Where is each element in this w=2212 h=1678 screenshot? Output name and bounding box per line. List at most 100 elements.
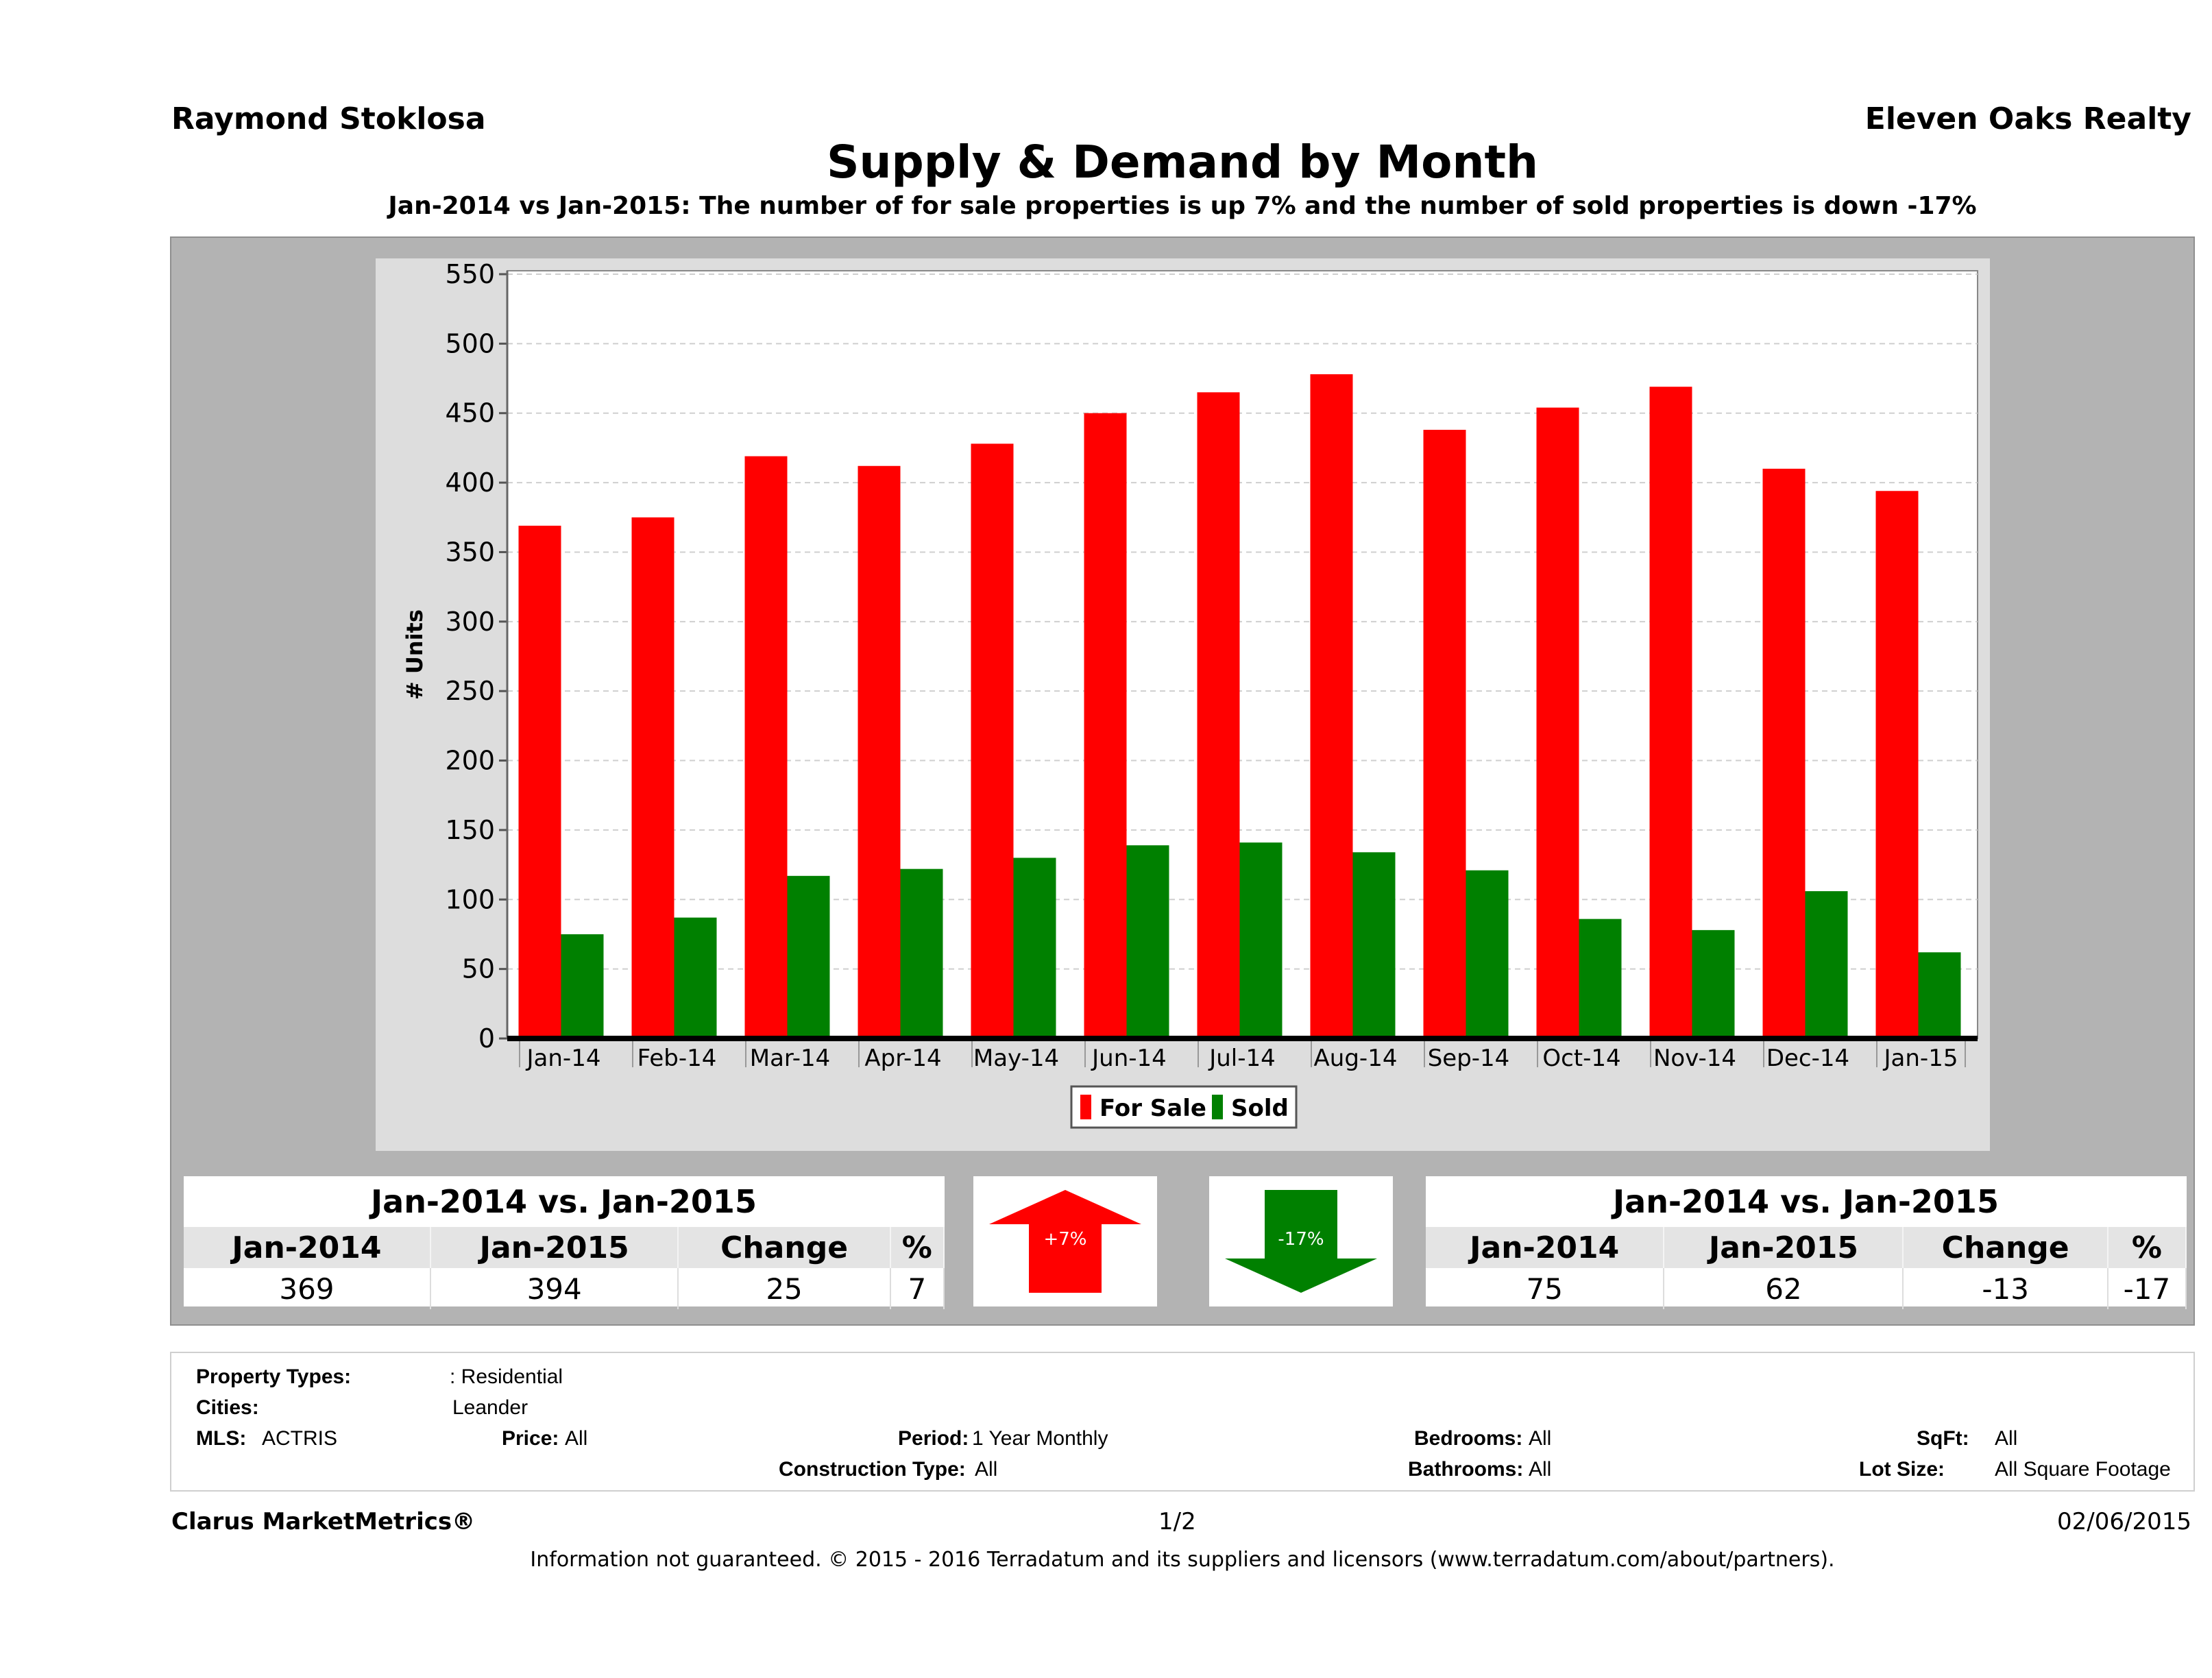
y-tick-label: 450 <box>445 398 495 428</box>
footer-brand: Clarus MarketMetrics® <box>171 1508 476 1535</box>
y-tick-label: 300 <box>445 607 495 637</box>
bar-for-sale-aug-14 <box>1310 374 1353 1038</box>
property-types-value: : Residential <box>450 1365 563 1388</box>
price-label: Price: <box>502 1427 559 1450</box>
y-tick-label: 550 <box>445 259 495 289</box>
bar-for-sale-nov-14 <box>1649 387 1692 1038</box>
y-tick-label: 500 <box>445 328 495 358</box>
sold-table-title: Jan-2014 vs. Jan-2015 <box>1613 1183 1999 1220</box>
x-tick-label: Jan-15 <box>1883 1045 1958 1072</box>
x-tick-label: Dec-14 <box>1766 1045 1849 1072</box>
sold-header-jan2014: Jan-2014 <box>1426 1227 1665 1268</box>
sold-comparison-table: Jan-2014 vs. Jan-2015 Jan-2014 Jan-2015 … <box>1426 1176 2187 1309</box>
sqft-label: SqFt: <box>1917 1427 1969 1450</box>
bar-for-sale-apr-14 <box>858 465 901 1038</box>
sold-header-change: Change <box>1903 1227 2108 1268</box>
y-tick-label: 50 <box>462 954 495 984</box>
for-sale-header-jan2014: Jan-2014 <box>184 1227 431 1268</box>
y-tick-label: 350 <box>445 537 495 567</box>
x-tick-label: Apr-14 <box>864 1045 941 1072</box>
mls-label: MLS: <box>196 1427 247 1450</box>
bar-for-sale-dec-14 <box>1762 468 1806 1038</box>
bar-for-sale-jun-14 <box>1084 413 1127 1038</box>
cities-value: Leander <box>452 1396 528 1419</box>
bar-for-sale-sep-14 <box>1423 430 1466 1038</box>
bar-sold-mar-14 <box>787 875 830 1038</box>
y-tick-label: 400 <box>445 467 495 498</box>
bar-sold-nov-14 <box>1692 929 1735 1038</box>
for-sale-header-jan2015: Jan-2015 <box>430 1227 679 1268</box>
for-sale-change-indicator: +7% <box>973 1176 1157 1306</box>
period-label: Period: <box>898 1427 969 1450</box>
report-subtitle: Jan-2014 vs Jan-2015: The number of for … <box>388 192 1977 220</box>
price-value: All <box>565 1427 588 1450</box>
sold-value-percent: -17 <box>2107 1268 2187 1309</box>
bar-sold-oct-14 <box>1579 919 1622 1038</box>
report-date: 02/06/2015 <box>2057 1508 2191 1535</box>
construction-type-label: Construction Type: <box>779 1458 966 1481</box>
for-sale-header-percent: % <box>890 1227 945 1268</box>
bar-for-sale-oct-14 <box>1536 407 1579 1038</box>
x-tick-label: Jul-14 <box>1208 1045 1276 1072</box>
page-number: 1/2 <box>1158 1508 1196 1535</box>
bar-sold-feb-14 <box>674 917 717 1038</box>
mls-value: ACTRIS <box>262 1427 338 1450</box>
y-tick-label: 250 <box>445 676 495 706</box>
lot-size-label: Lot Size: <box>1859 1458 1945 1481</box>
legend-swatch-for-sale <box>1080 1095 1091 1119</box>
x-tick-label: Oct-14 <box>1542 1045 1620 1072</box>
bar-sold-dec-14 <box>1805 891 1848 1038</box>
for-sale-header-change: Change <box>678 1227 891 1268</box>
disclaimer: Information not guaranteed. © 2015 - 201… <box>530 1548 1835 1572</box>
sold-header-jan2015: Jan-2015 <box>1664 1227 1904 1268</box>
chart-legend: For Sale Sold <box>1070 1085 1298 1129</box>
x-tick-label: Mar-14 <box>750 1045 831 1072</box>
company-name: Eleven Oaks Realty <box>1864 101 2191 136</box>
bar-sold-aug-14 <box>1352 852 1396 1038</box>
sqft-value: All <box>1995 1427 2018 1450</box>
bedrooms-value: All <box>1529 1427 1552 1450</box>
filter-criteria-panel: Property Types: : Residential Cities: Le… <box>170 1352 2195 1492</box>
legend-label-sold: Sold <box>1231 1095 1289 1122</box>
sold-value-jan2014: 75 <box>1426 1268 1665 1309</box>
lot-size-value: All Square Footage <box>1995 1458 2171 1481</box>
legend-swatch-sold <box>1212 1095 1223 1119</box>
x-tick-label: Sep-14 <box>1428 1045 1510 1072</box>
property-types-label: Property Types: <box>196 1365 352 1388</box>
sold-value-jan2015: 62 <box>1664 1268 1904 1309</box>
for-sale-comparison-table: Jan-2014 vs. Jan-2015 Jan-2014 Jan-2015 … <box>184 1176 945 1309</box>
bar-sold-jul-14 <box>1239 842 1283 1038</box>
x-tick-label: Feb-14 <box>637 1045 717 1072</box>
x-tick-label: Jun-14 <box>1091 1045 1167 1072</box>
bar-for-sale-may-14 <box>971 443 1014 1038</box>
sold-change-indicator: -17% <box>1209 1176 1393 1306</box>
y-tick-label: 100 <box>445 884 495 914</box>
down-arrow-label: -17% <box>1278 1229 1324 1250</box>
up-arrow-label: +7% <box>1043 1229 1086 1250</box>
y-tick-label: 150 <box>445 815 495 845</box>
bar-for-sale-mar-14 <box>744 456 788 1038</box>
bar-for-sale-jan-15 <box>1875 491 1919 1038</box>
bar-sold-jan-15 <box>1918 952 1961 1038</box>
bar-for-sale-jul-14 <box>1197 392 1240 1038</box>
bar-for-sale-jan-14 <box>518 525 561 1038</box>
bar-sold-jun-14 <box>1126 845 1169 1038</box>
x-tick-label: Aug-14 <box>1314 1045 1398 1072</box>
for-sale-value-change: 25 <box>678 1268 891 1309</box>
for-sale-value-percent: 7 <box>890 1268 945 1309</box>
sold-header-percent: % <box>2107 1227 2187 1268</box>
for-sale-value-jan2014: 369 <box>184 1268 431 1309</box>
construction-type-value: All <box>975 1458 998 1481</box>
legend-label-for-sale: For Sale <box>1099 1095 1206 1122</box>
down-arrow-icon <box>1225 1190 1377 1293</box>
bar-sold-sep-14 <box>1466 870 1509 1038</box>
bedrooms-label: Bedrooms: <box>1414 1427 1523 1450</box>
report-title: Supply & Demand by Month <box>826 136 1539 189</box>
bar-sold-may-14 <box>1013 858 1056 1038</box>
x-tick-label: Jan-14 <box>526 1045 601 1072</box>
x-tick-label: May-14 <box>973 1045 1059 1072</box>
bathrooms-label: Bathrooms: <box>1408 1458 1524 1481</box>
y-tick-label: 0 <box>478 1023 495 1054</box>
bar-sold-apr-14 <box>900 868 943 1038</box>
